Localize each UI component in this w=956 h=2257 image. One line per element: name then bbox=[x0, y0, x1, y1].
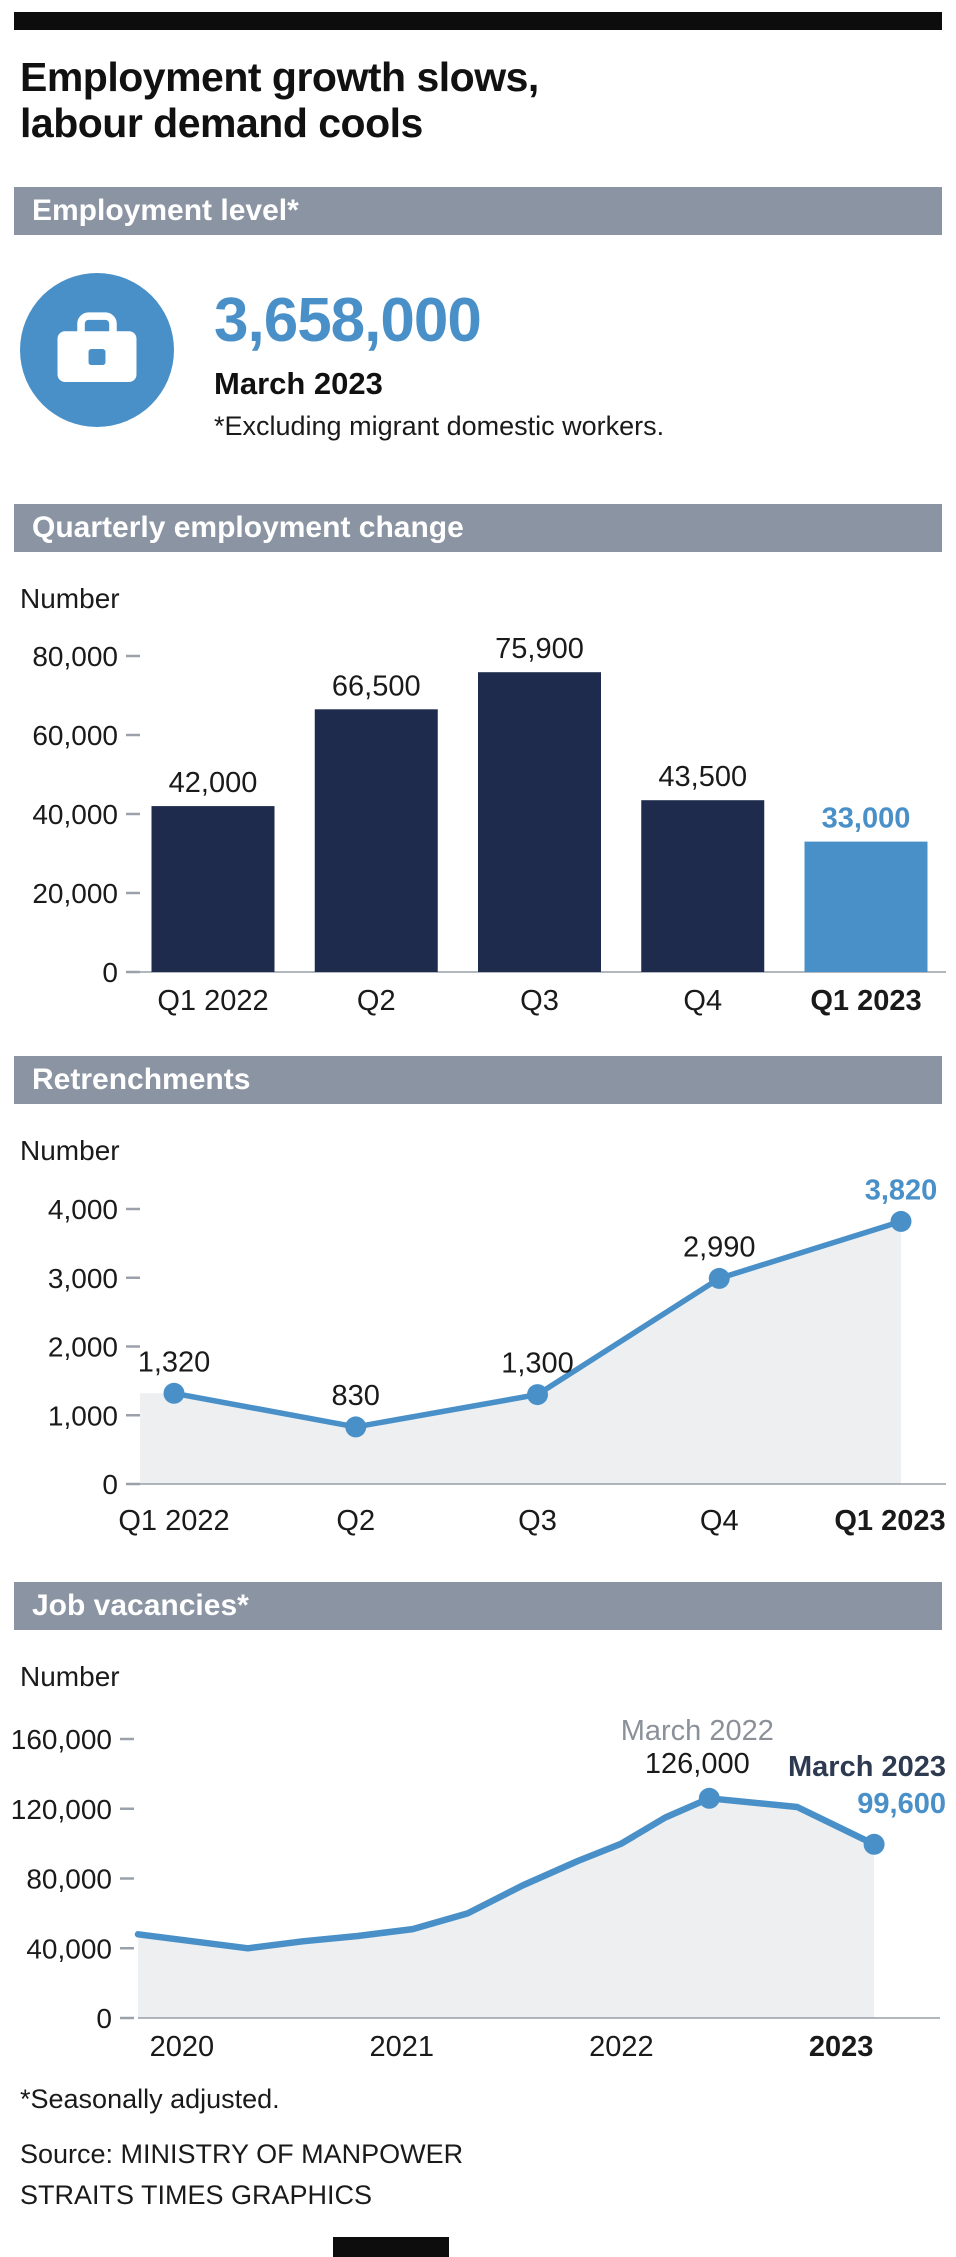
retrenchments-chart: Number 0 1,000 2,000 3,000 4,000 1,320 Q1 2022 8… bbox=[20, 1135, 946, 1537]
job-vacancies-chart: Number 0 40,000 80,000 120,000 160,000 2020 202… bbox=[11, 1661, 946, 2063]
annotation-value-label: 126,000 bbox=[645, 1748, 750, 1780]
bar-value-label: 66,500 bbox=[332, 670, 421, 702]
y-tick-label: 160,000 bbox=[11, 1724, 112, 1755]
section-header-quarterly-employment-change: Quarterly employment change bbox=[14, 503, 942, 552]
x-category-label: Q4 bbox=[700, 1505, 739, 1537]
y-tick-label: 80,000 bbox=[32, 641, 118, 672]
y-tick-label: 4,000 bbox=[48, 1194, 118, 1225]
bar bbox=[314, 708, 438, 972]
y-tick-label: 40,000 bbox=[26, 1933, 112, 1964]
section-header-job-vacancies: Job vacancies* bbox=[14, 1581, 942, 1630]
y-tick-label: 80,000 bbox=[26, 1863, 112, 1894]
y-axis-title: Number bbox=[20, 1661, 120, 1692]
annotation-marker bbox=[698, 1787, 720, 1809]
point-value-label: 830 bbox=[332, 1380, 380, 1412]
bar bbox=[151, 805, 275, 972]
x-category-label: Q3 bbox=[518, 1505, 557, 1537]
data-point-marker bbox=[345, 1416, 367, 1438]
y-tick-label: 3,000 bbox=[48, 1262, 118, 1293]
y-tick-label: 40,000 bbox=[32, 799, 118, 830]
footer-credit: STRAITS TIMES GRAPHICS bbox=[20, 2179, 373, 2210]
data-point-marker bbox=[708, 1267, 730, 1289]
y-tick-label: 0 bbox=[96, 2003, 112, 2034]
top-rule bbox=[14, 12, 942, 30]
bar-value-label: 75,900 bbox=[495, 633, 584, 665]
y-axis-title: Number bbox=[20, 583, 120, 614]
annotation-value-label: 99,600 bbox=[857, 1788, 946, 1820]
briefcase-glyph bbox=[57, 312, 137, 382]
page-title-line2: labour demand cools bbox=[20, 100, 423, 147]
x-category-label: Q1 2023 bbox=[810, 985, 921, 1017]
y-tick-label: 120,000 bbox=[11, 1793, 112, 1824]
data-point-marker bbox=[890, 1210, 912, 1232]
employment-level-date: March 2023 bbox=[214, 365, 383, 401]
area-fill bbox=[138, 1797, 875, 2018]
y-tick-label: 2,000 bbox=[48, 1331, 118, 1362]
x-category-label: Q1 2022 bbox=[118, 1505, 229, 1537]
x-category-label: Q1 2023 bbox=[834, 1505, 945, 1537]
bar-value-label: 43,500 bbox=[658, 761, 747, 793]
y-tick-label: 20,000 bbox=[32, 878, 118, 909]
y-tick-label: 0 bbox=[102, 957, 118, 988]
bar bbox=[804, 841, 928, 972]
page-title-line1: Employment growth slows, bbox=[20, 54, 539, 100]
bar bbox=[478, 671, 601, 972]
annotation-marker bbox=[863, 1833, 885, 1855]
footer-note: *Seasonally adjusted. bbox=[20, 2083, 280, 2114]
page-title: Employment growth slows, labour demand c… bbox=[20, 54, 936, 147]
bar-value-label: 33,000 bbox=[822, 802, 911, 834]
bar-value-label: 42,000 bbox=[169, 767, 258, 799]
employment-level-note: *Excluding migrant domestic workers. bbox=[214, 410, 665, 441]
annotation-date-label: March 2022 bbox=[621, 1715, 774, 1747]
x-category-label: Q4 bbox=[683, 985, 722, 1017]
section-header-employment-level: Employment level* bbox=[14, 186, 942, 235]
briefcase-clasp bbox=[88, 348, 106, 365]
bottom-rule bbox=[333, 2236, 449, 2257]
x-category-label: Q1 2022 bbox=[157, 985, 268, 1017]
x-tick-label: 2020 bbox=[150, 2031, 215, 2063]
bar bbox=[641, 799, 765, 972]
annotation-date-label: March 2023 bbox=[788, 1751, 946, 1783]
employment-level-value: 3,658,000 bbox=[214, 285, 482, 355]
footer: *Seasonally adjusted. Source: MINISTRY O… bbox=[20, 2084, 942, 2211]
x-tick-label: 2021 bbox=[369, 2031, 434, 2063]
point-value-label: 2,990 bbox=[683, 1231, 756, 1263]
briefcase-icon bbox=[20, 272, 174, 427]
y-tick-label: 0 bbox=[102, 1469, 118, 1500]
footer-source: Source: MINISTRY OF MANPOWER bbox=[20, 2138, 464, 2169]
x-category-label: Q2 bbox=[357, 985, 396, 1017]
employment-level-text: 3,658,000 March 2023 *Excluding migrant … bbox=[214, 273, 664, 442]
x-tick-label: 2023 bbox=[809, 2031, 874, 2063]
y-tick-label: 1,000 bbox=[48, 1400, 118, 1431]
data-point-marker bbox=[527, 1383, 548, 1405]
quarterly-employment-change-chart: Number 0 20,000 40,000 60,000 80,000 42,000 Q1 … bbox=[20, 583, 946, 1017]
y-tick-label: 60,000 bbox=[32, 720, 118, 751]
employment-level-figure: 3,658,000 March 2023 *Excluding migrant … bbox=[20, 272, 942, 442]
y-axis-title: Number bbox=[20, 1135, 120, 1166]
x-tick-label: 2022 bbox=[589, 2031, 654, 2063]
point-value-label: 1,320 bbox=[138, 1346, 211, 1378]
section-header-retrenchments: Retrenchments bbox=[14, 1055, 942, 1104]
point-value-label: 3,820 bbox=[865, 1174, 938, 1206]
data-point-marker bbox=[163, 1382, 185, 1404]
x-category-label: Q3 bbox=[520, 985, 559, 1017]
x-category-label: Q2 bbox=[336, 1505, 375, 1537]
point-value-label: 1,300 bbox=[501, 1347, 574, 1379]
